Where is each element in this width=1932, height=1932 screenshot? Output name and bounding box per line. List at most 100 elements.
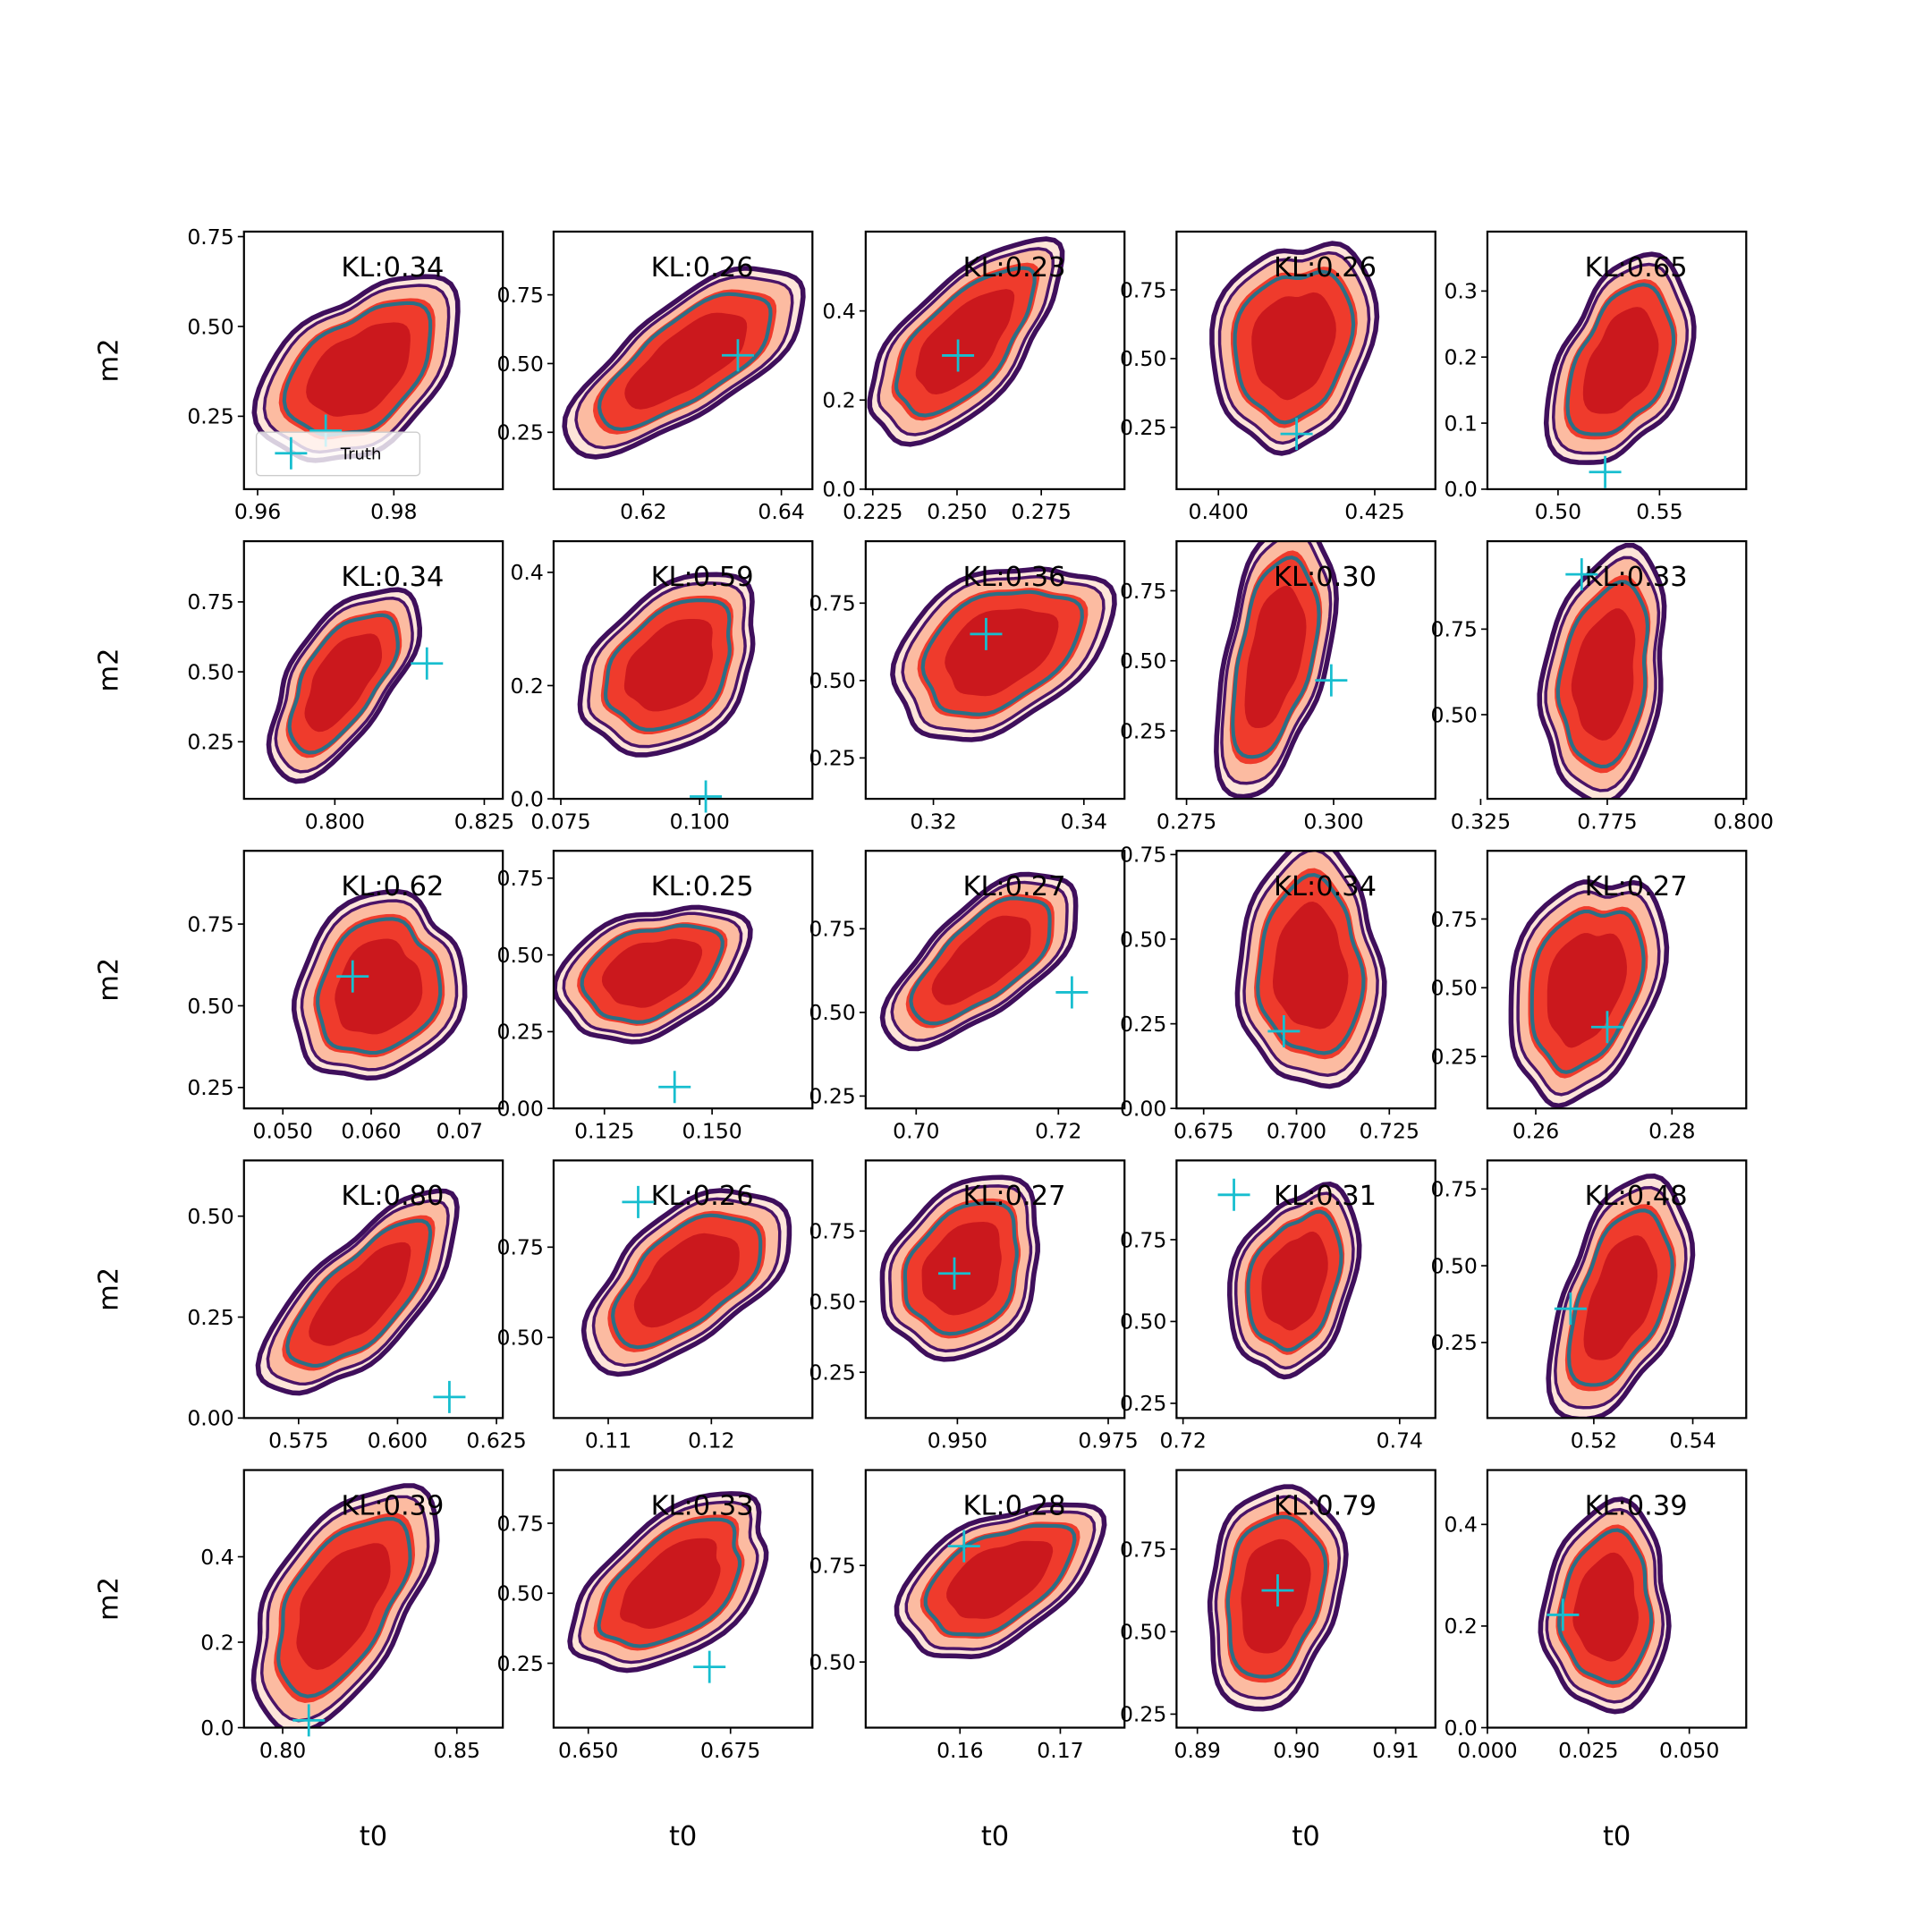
density-contours: [1543, 251, 1697, 465]
density-contour: [1543, 251, 1697, 465]
density-contour: [259, 1495, 430, 1723]
axes-frame: [1175, 539, 1436, 801]
density-contour: [300, 899, 459, 1072]
legend-label: Truth: [340, 445, 382, 464]
density-contour: [879, 1174, 1040, 1362]
density-contours: [1214, 541, 1339, 800]
y-tick-label: 0.4: [510, 560, 543, 585]
density-contour: [1220, 541, 1333, 785]
density-contours: [250, 1483, 440, 1728]
y-tick-label: 0.75: [1120, 843, 1166, 868]
x-tick-label: 0.050: [253, 1118, 313, 1143]
density-fill: [1251, 292, 1336, 401]
y-tick-label: 0.25: [1120, 1702, 1166, 1727]
density-contours: [867, 236, 1065, 447]
axes-frame: [552, 1159, 814, 1419]
density-fill: [1572, 1552, 1639, 1662]
density-contour: [1209, 241, 1380, 456]
y-tick-label: 0.25: [496, 420, 543, 445]
density-contour: [920, 589, 1084, 716]
y-tick-label: 0.75: [496, 866, 543, 891]
density-contour: [276, 1517, 412, 1699]
y-tick-label: 0.0: [1444, 477, 1477, 502]
axes-frame: [242, 230, 504, 491]
density-contours: [1538, 1496, 1672, 1715]
y-tick-label: 0.75: [809, 1553, 855, 1578]
y-tick-label: 0.50: [496, 352, 543, 377]
density-fill: [1241, 1538, 1311, 1654]
y-tick-label: 0.25: [809, 1084, 855, 1109]
axes-frame: [1486, 230, 1748, 491]
density-fill: [915, 289, 1015, 394]
axes-frame: [552, 850, 814, 1110]
y-tick-label: 0.75: [1120, 1537, 1166, 1562]
y-tick-label: 0.0: [1444, 1716, 1477, 1741]
density-contour: [250, 1483, 440, 1728]
panel-title: KL:0.25: [651, 871, 754, 902]
y-tick-label: 0.75: [1430, 617, 1477, 642]
truth-marker: [1217, 1178, 1250, 1211]
panel-title: KL:0.39: [1585, 1490, 1688, 1521]
density-contour: [580, 1188, 792, 1377]
legend-marker: [275, 436, 308, 470]
density-contour: [894, 1502, 1107, 1659]
x-tick-label: 0.72: [1035, 1118, 1081, 1143]
density-contour: [1557, 1528, 1654, 1685]
axes-frame: [552, 539, 814, 801]
axes-frame: [1175, 230, 1436, 491]
truth-marker: [1589, 455, 1622, 488]
y-tick-label: 0.50: [1120, 1620, 1166, 1645]
y-tick-label: 0.0: [200, 1716, 233, 1741]
y-tick-label: 0.50: [187, 1204, 233, 1229]
axes-frame: [864, 539, 1126, 801]
truth-marker: [1565, 558, 1598, 591]
panel-title: KL:0.48: [1585, 1181, 1688, 1212]
y-tick-label: 0.2: [1444, 345, 1477, 370]
y-tick-label: 0.50: [809, 1649, 855, 1674]
density-contours: [553, 904, 753, 1045]
density-contour: [1246, 1209, 1343, 1352]
x-tick-label: 0.025: [1558, 1738, 1618, 1763]
density-fill: [931, 915, 1031, 1005]
x-tick-label: 0.100: [670, 809, 730, 834]
density-contour: [888, 1184, 1033, 1353]
x-axis-label: t0: [1292, 1821, 1319, 1852]
density-contour: [1231, 555, 1321, 759]
x-tick-label: 0.11: [585, 1428, 631, 1453]
x-tick-label: 0.060: [341, 1118, 401, 1143]
y-tick-label: 0.75: [187, 911, 233, 936]
y-tick-label: 0.50: [1120, 927, 1166, 952]
y-tick-label: 0.25: [187, 730, 233, 755]
density-contour: [1538, 1496, 1672, 1715]
density-contour: [285, 1218, 433, 1368]
axes-frame: [864, 1469, 1126, 1729]
x-tick-label: 0.12: [688, 1428, 734, 1453]
y-tick-label: 0.75: [1120, 277, 1166, 302]
legend: Truth: [255, 431, 421, 477]
y-tick-label: 0.25: [809, 746, 855, 771]
y-tick-label: 0.2: [200, 1630, 233, 1655]
truth-marker: [1055, 976, 1089, 1009]
x-tick-label: 0.625: [466, 1428, 526, 1453]
x-tick-label: 0.275: [1011, 499, 1071, 524]
density-contour: [553, 904, 753, 1045]
density-fill: [921, 1222, 1002, 1316]
density-contour: [291, 889, 468, 1081]
y-tick-label: 0.2: [1444, 1614, 1477, 1639]
y-tick-label: 0.75: [809, 917, 855, 942]
axes-frame: [1175, 1159, 1436, 1419]
density-fill: [296, 1543, 391, 1671]
x-tick-label: 0.975: [1078, 1428, 1138, 1453]
y-tick-label: 0.75: [1120, 1227, 1166, 1252]
x-tick-label: 0.675: [700, 1738, 760, 1763]
x-tick-label: 0.275: [1157, 809, 1216, 834]
density-contour: [587, 581, 747, 749]
x-tick-label: 0.72: [1159, 1428, 1206, 1453]
x-tick-label: 0.800: [1714, 809, 1774, 834]
density-contour: [562, 911, 743, 1038]
y-tick-label: 0.75: [496, 283, 543, 308]
y-tick-label: 0.50: [496, 943, 543, 968]
panel-title: KL:0.39: [341, 1490, 444, 1521]
x-tick-label: 0.74: [1377, 1428, 1423, 1453]
y-tick-label: 0.50: [1120, 1309, 1166, 1335]
